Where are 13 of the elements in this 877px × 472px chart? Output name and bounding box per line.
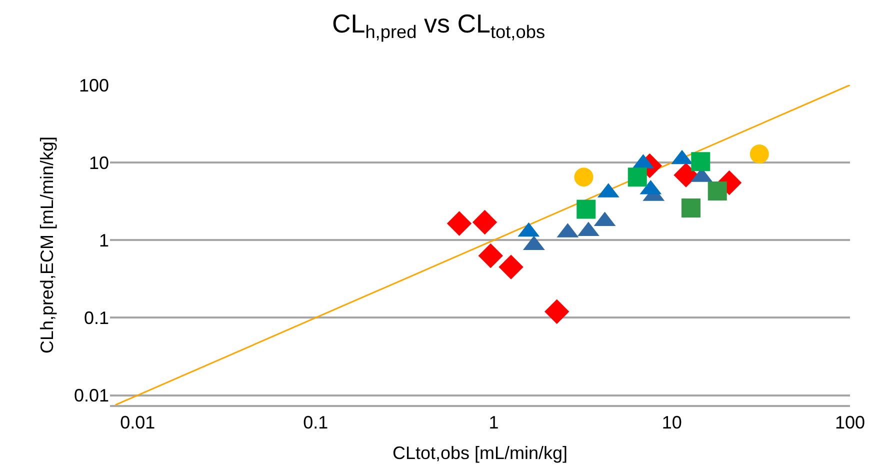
y-tick-label: 0.1 [84, 308, 109, 328]
chart-title: CL$_{h,pred}$ vs CL$_{tot,obs}$ [332, 8, 546, 42]
x-tick-label: 100 [834, 412, 866, 432]
y-tick-label: 0.01 [74, 386, 109, 406]
x-tick-label: 0.1 [303, 412, 328, 432]
x-tick-label: 10 [662, 412, 682, 432]
y-tick-label: 100 [78, 75, 109, 96]
x-axis-title: CLtot,obs [mL/min/kg] [392, 442, 568, 463]
x-tick-label: 1 [488, 412, 499, 432]
y-axis-title: CLh,pred,ECM [mL/min/kg] [37, 136, 58, 354]
y-tick-label: 10 [88, 152, 109, 173]
x-tick-label: 0.01 [120, 412, 156, 432]
y-tick-label: 1 [98, 230, 109, 250]
